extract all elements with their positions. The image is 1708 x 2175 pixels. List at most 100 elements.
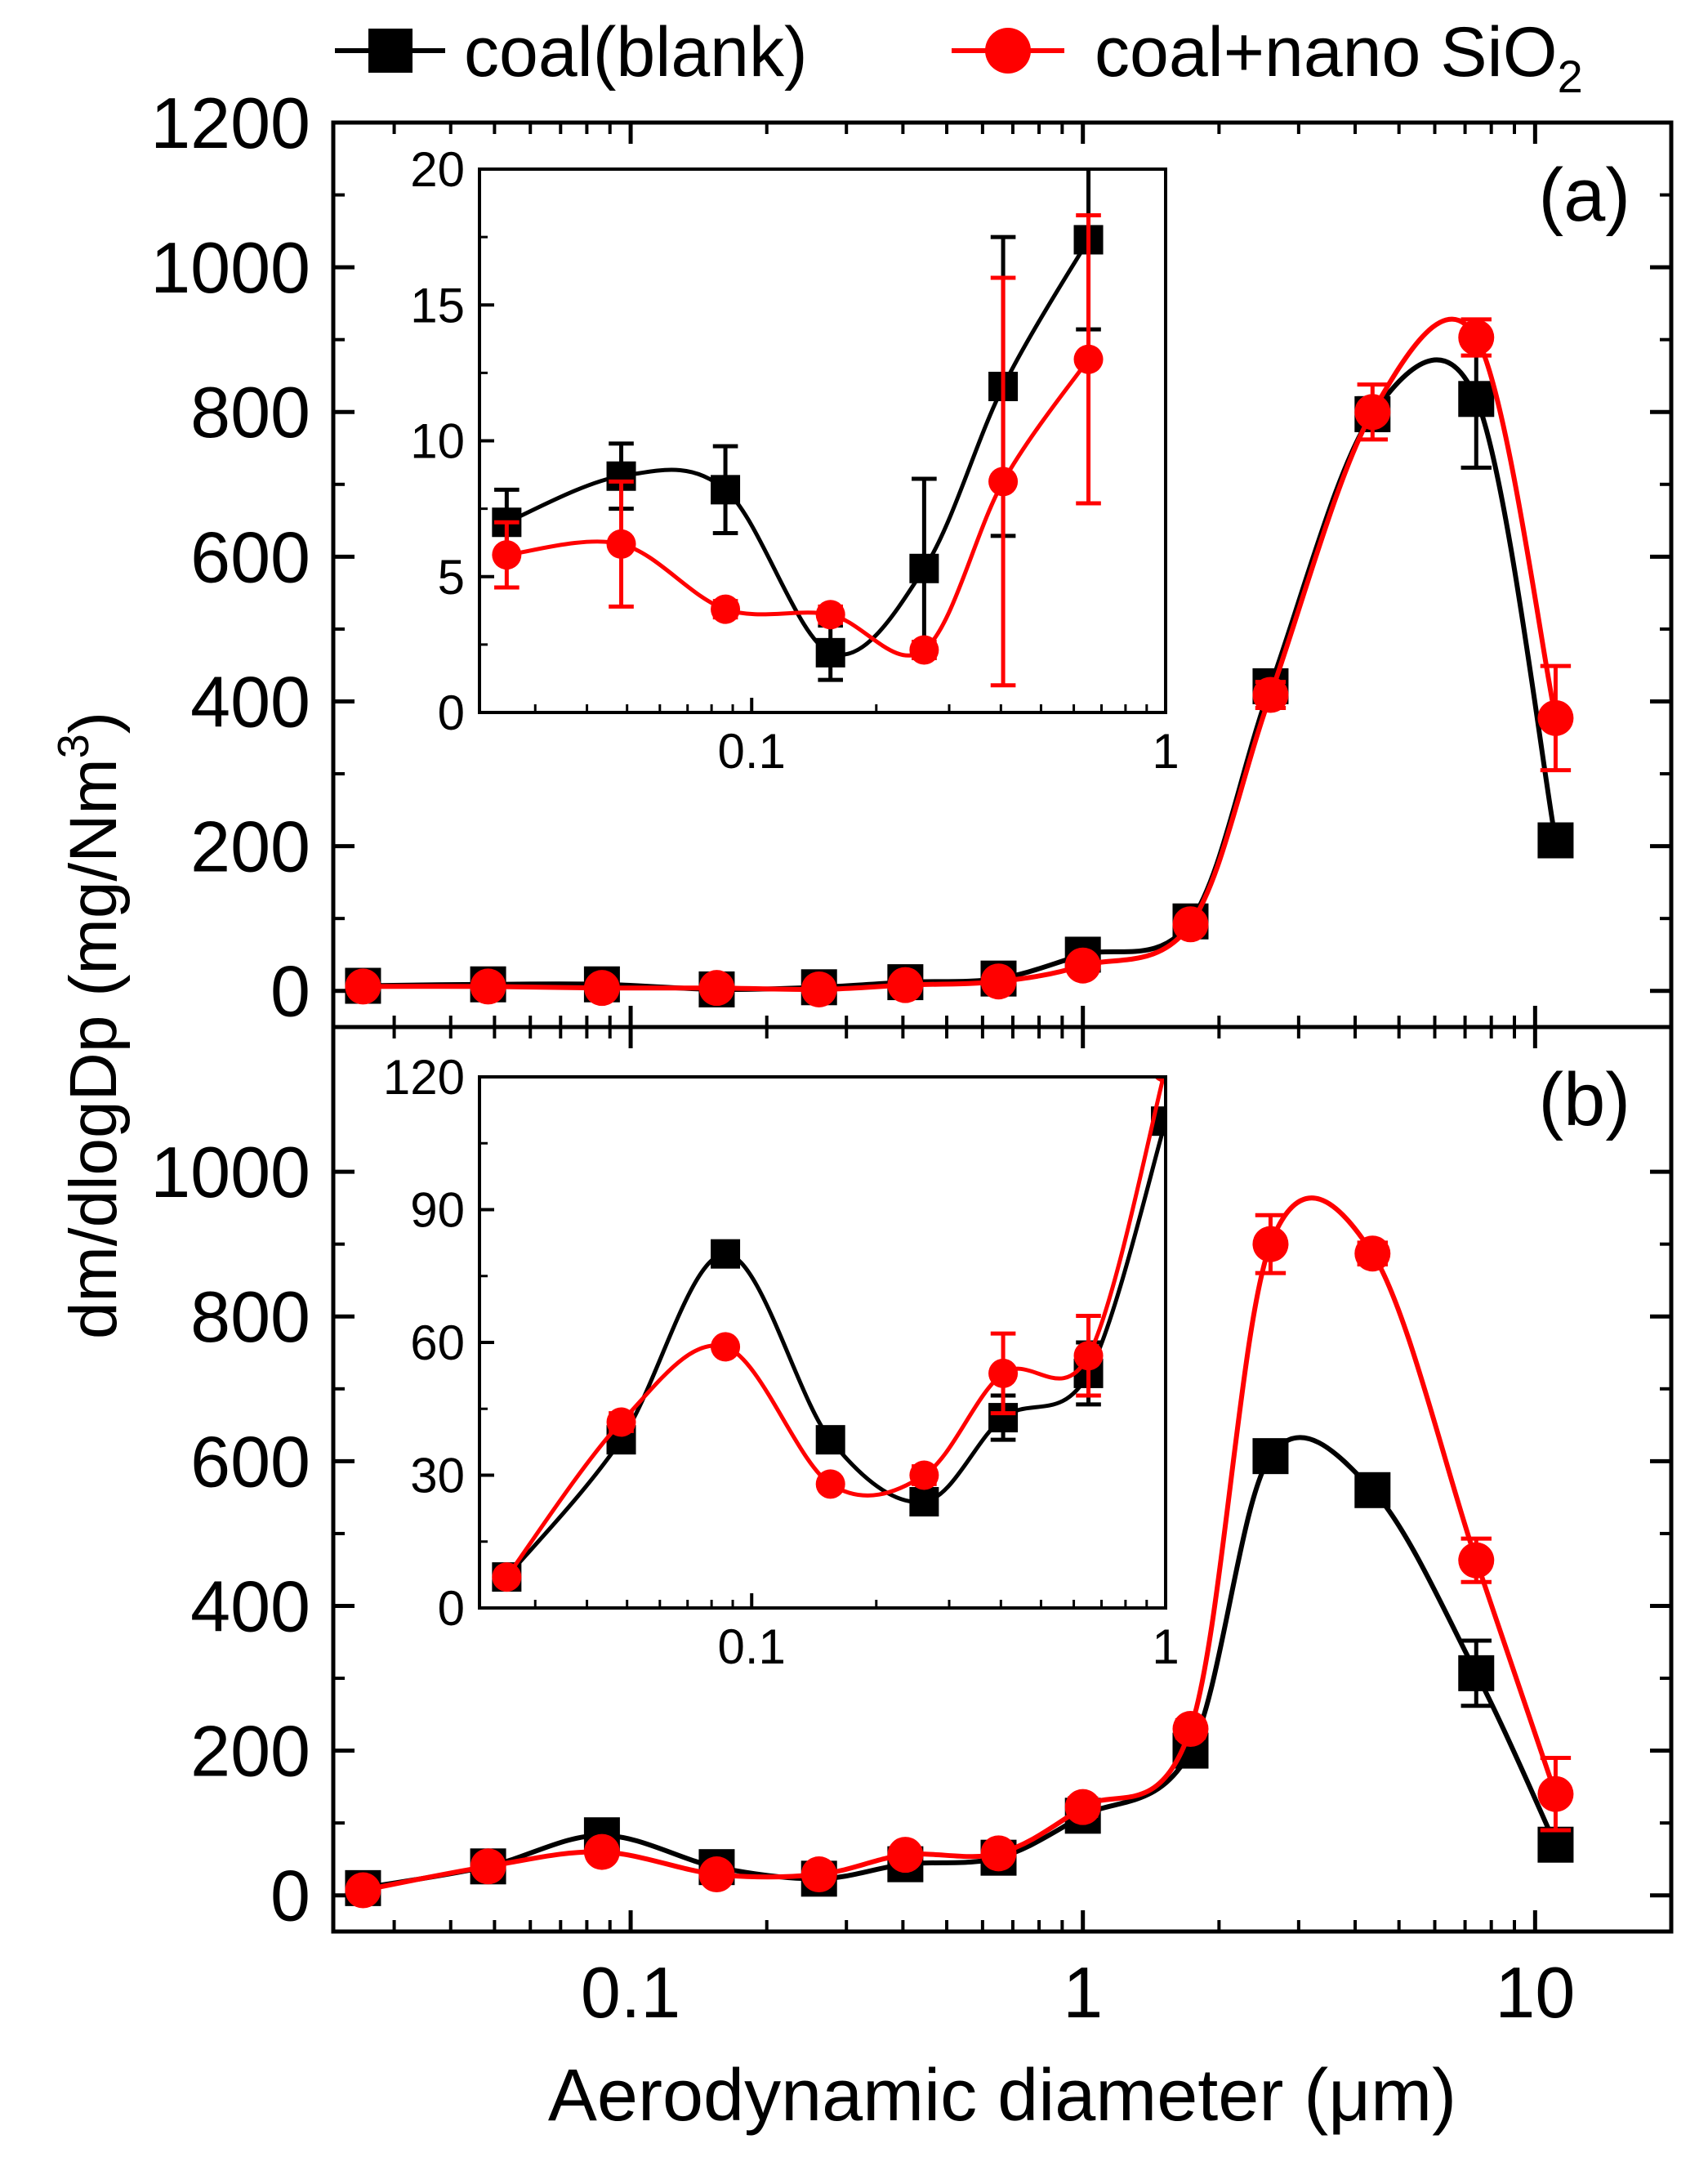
panel-b-point-sio2: [470, 1848, 506, 1885]
panel-a-point-blank: [1537, 822, 1574, 859]
legend: coal(blank) coal+nano SiO2: [335, 13, 1583, 102]
panel-b-ytick-label: 200: [190, 1711, 310, 1792]
panel-a-point-sio2: [1537, 699, 1574, 736]
inset-b-point-sio2: [492, 1562, 522, 1592]
panel-b-point-sio2: [1172, 1711, 1209, 1748]
inset-b-frame: [478, 1075, 1167, 1610]
legend-label-sio2: coal+nano SiO2: [1095, 13, 1583, 102]
panel-a-label: (a): [1539, 154, 1630, 237]
inset-b-line-sio2: [505, 1077, 1166, 1579]
panel-b-point-sio2: [1252, 1226, 1289, 1262]
inset-a-point-sio2: [711, 594, 741, 624]
panel-a-point-sio2: [583, 970, 620, 1007]
panel-b-point-sio2: [1354, 1235, 1391, 1272]
inset-a-xtick-label: 0.1: [718, 724, 786, 779]
panel-a-point-sio2: [1064, 947, 1101, 984]
panel-a-line-blank: [363, 357, 1559, 993]
inset-a-ytick-label: 0: [438, 686, 465, 740]
inset-a-point-blank: [909, 553, 939, 583]
panel-b-ytick-label: 600: [190, 1421, 310, 1502]
inset-b-point-sio2: [988, 1358, 1019, 1388]
panel-a-point-sio2: [1354, 394, 1391, 431]
panel-b-ytick-label: 800: [190, 1276, 310, 1357]
inset-a-ytick-label: 5: [438, 550, 465, 605]
inset-b-series-sio2: [492, 1077, 1166, 1592]
inset-a-ytick-label: 10: [410, 414, 465, 469]
inset-a-point-sio2: [909, 635, 939, 665]
inset-b-point-sio2: [711, 1332, 741, 1362]
y-axis-title: dm/dlogDp (mg/Nm3): [49, 712, 131, 1339]
inset-a-point-sio2: [492, 540, 522, 570]
inset-b-ytick-label: 90: [410, 1183, 465, 1238]
panel-b-line-sio2: [362, 1195, 1559, 1893]
inset-a-ytick-label: 20: [410, 142, 465, 197]
panel-b-ytick-label: 400: [190, 1565, 310, 1646]
panel-b-point-sio2: [345, 1872, 381, 1909]
panel-b-point-blank: [1537, 1826, 1574, 1863]
x-tick-label: 10: [1495, 1952, 1575, 2033]
panel-a-point-sio2: [980, 963, 1017, 1000]
panel-b-point-sio2: [583, 1833, 620, 1870]
inset-b-line-blank: [505, 1120, 1166, 1579]
inset-a-point-sio2: [606, 529, 636, 559]
panel-b-point-sio2: [980, 1835, 1017, 1872]
panel-a-ytick-label: 1200: [150, 83, 310, 163]
legend-label-blank: coal(blank): [464, 13, 808, 92]
inset-a-point-blank: [815, 637, 845, 668]
inset-b-xtick-label: 1: [1152, 1619, 1179, 1674]
inset-a-point-sio2: [1073, 344, 1104, 374]
panel-a-point-sio2: [1458, 319, 1495, 356]
inset-b-point-sio2: [815, 1469, 845, 1499]
inset-a-point-sio2: [815, 600, 845, 630]
inset-a-ytick-label: 15: [410, 278, 465, 333]
inset-b-xtick-label: 0.1: [718, 1619, 786, 1674]
inset-b-ytick-label: 60: [410, 1315, 465, 1370]
panel-a-point-sio2: [1252, 677, 1289, 713]
panel-a-point-blank: [1458, 381, 1495, 418]
inset-b-ytick-label: 0: [438, 1581, 465, 1636]
panel-a-ytick-label: 200: [190, 806, 310, 887]
panel-a-series-blank: [345, 328, 1574, 1007]
panel-a-ytick-label: 600: [190, 516, 310, 597]
panel-a-ytick-label: 1000: [150, 227, 310, 308]
panel-b-ytick-label: 0: [270, 1856, 310, 1936]
inset-b-point-blank: [815, 1425, 845, 1455]
panel-a-point-sio2: [345, 968, 381, 1005]
inset-b-point-blank: [711, 1239, 741, 1269]
panel-a-ytick-label: 800: [190, 372, 310, 453]
panel-b-point-sio2: [800, 1856, 837, 1893]
panel-b-point-sio2: [887, 1837, 924, 1874]
panel-a-ytick-label: 400: [190, 661, 310, 742]
inset-a-series-sio2: [492, 213, 1104, 688]
panel-b-series-blank: [345, 1435, 1574, 1906]
panel-a-ytick-label: 0: [270, 951, 310, 1032]
panel-b-point-blank: [1354, 1472, 1391, 1508]
panel-b-ytick-label: 1000: [150, 1132, 310, 1213]
legend-marker-sio2: [985, 28, 1031, 74]
inset-a-point-sio2: [988, 467, 1019, 497]
inset-a-xtick-label: 1: [1152, 724, 1179, 779]
x-axis-title: Aerodynamic diameter (μm): [548, 2055, 1456, 2137]
inset-a-frame: [478, 167, 1167, 714]
inset-b-point-sio2: [909, 1460, 939, 1490]
inset-b-point-sio2: [606, 1407, 636, 1437]
panel-a-point-sio2: [1172, 906, 1209, 943]
inset-b-point-sio2: [1073, 1341, 1104, 1371]
panel-b-point-sio2: [698, 1856, 735, 1893]
inset-b: 0.1 1 0 30 60 90 120: [383, 1050, 1180, 1674]
x-tick-label: 0.1: [581, 1952, 680, 2033]
panel-b-point-sio2: [1064, 1789, 1101, 1825]
inset-b-ytick-label: 30: [410, 1449, 465, 1503]
panel-a-point-sio2: [887, 967, 924, 1003]
panel-b-point-blank: [1252, 1438, 1289, 1475]
panel-a-point-sio2: [800, 971, 837, 1007]
panel-b-point-blank: [1458, 1655, 1495, 1691]
legend-marker-blank: [368, 29, 413, 73]
inset-a-point-blank: [711, 475, 741, 505]
panel-a-point-sio2: [470, 968, 506, 1005]
inset-a-series-blank: [492, 169, 1104, 682]
